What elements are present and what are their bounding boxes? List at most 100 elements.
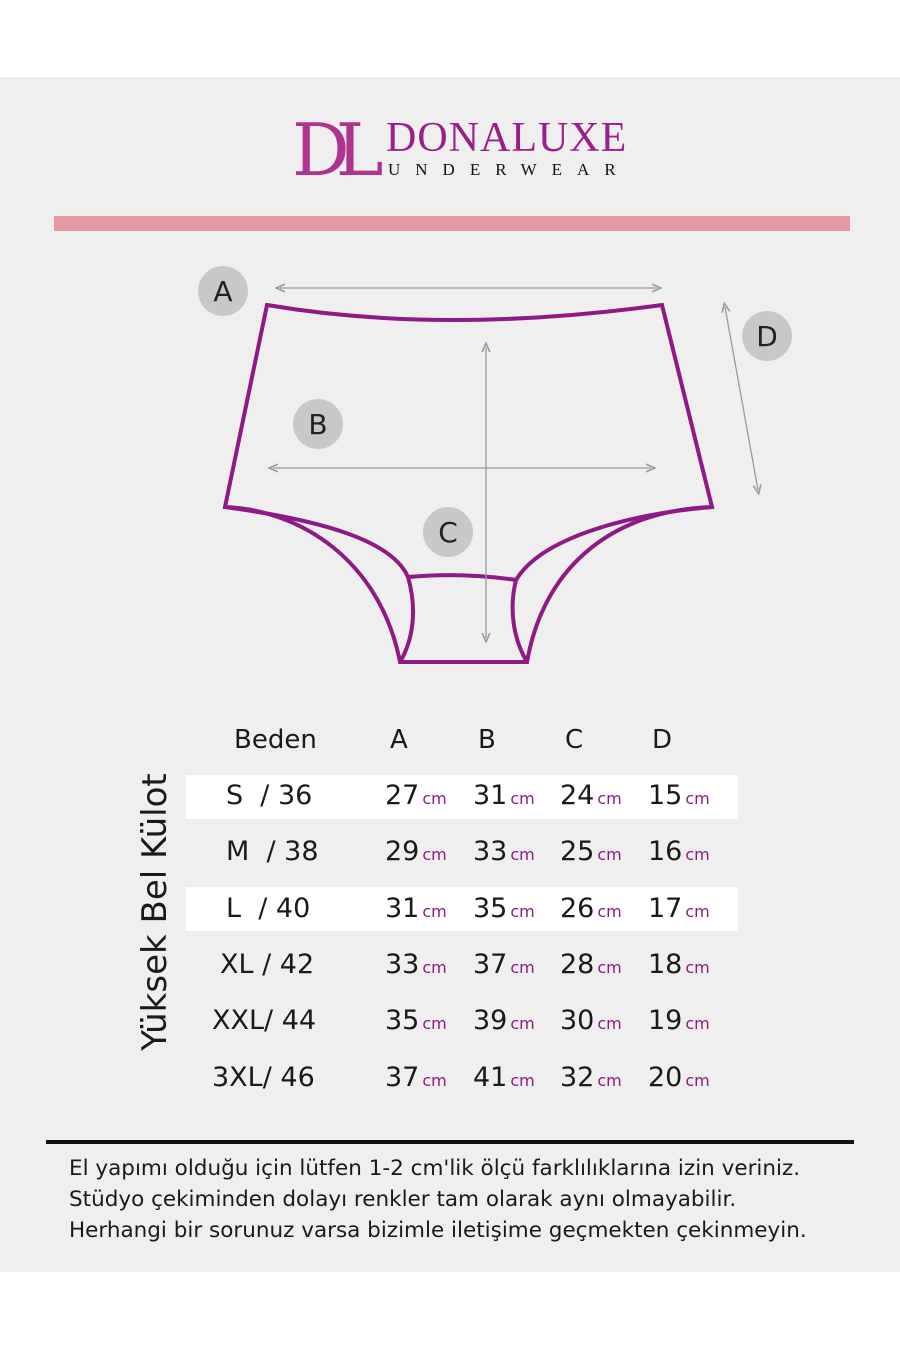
label-a-circle	[198, 266, 248, 316]
label-b-circle	[293, 399, 343, 449]
label-c: C	[438, 516, 458, 549]
measurement-value: 27	[385, 780, 420, 811]
measurement-cell: 15 cm	[648, 780, 710, 811]
measurement-cell: 41 cm	[473, 1062, 535, 1093]
measurement-value: 39	[473, 1005, 508, 1037]
measurement-value: 19	[648, 1005, 683, 1037]
unit-label: cm	[597, 957, 622, 977]
row-highlight	[186, 887, 738, 931]
header-d: D	[652, 725, 673, 755]
measurement-cell: 33 cm	[385, 949, 447, 980]
measurement-cell: 35 cm	[385, 1005, 447, 1036]
unit-label: cm	[422, 957, 447, 977]
measurement-cell: 31 cm	[385, 893, 447, 924]
measurement-value: 35	[473, 892, 508, 924]
size-cell: M / 38	[226, 836, 319, 868]
note-line: Stüdyo çekiminden dolayı renkler tam ola…	[69, 1187, 737, 1212]
measurement-cell: 29 cm	[385, 836, 447, 867]
unit-label: cm	[685, 957, 710, 977]
measurement-cell: 37 cm	[473, 949, 535, 980]
size-cell: XXL/ 44	[212, 1005, 317, 1037]
label-d: D	[756, 320, 778, 353]
measurement-cell: 35 cm	[473, 893, 535, 924]
measurement-cell: 33 cm	[473, 836, 535, 867]
size-cell: 3XL/ 46	[212, 1061, 315, 1093]
measurement-value: 20	[648, 1061, 683, 1093]
measurement-cell: 32 cm	[560, 1062, 622, 1093]
measurement-value: 35	[385, 1005, 420, 1037]
measurement-value: 29	[385, 836, 420, 868]
label-a: A	[213, 275, 232, 308]
header-size: Beden	[234, 725, 317, 755]
measurement-value: 31	[385, 892, 420, 924]
measurement-value: 26	[560, 892, 595, 924]
garment-outline	[222, 302, 715, 664]
unit-label: cm	[510, 901, 535, 921]
measurement-cell: 30 cm	[560, 1005, 622, 1036]
unit-label: cm	[597, 901, 622, 921]
unit-label: cm	[422, 1014, 447, 1034]
row-highlight	[186, 775, 738, 819]
size-cell: S / 36	[226, 780, 313, 811]
measurement-cell: 26 cm	[560, 893, 622, 924]
unit-label: cm	[422, 1070, 447, 1090]
unit-label: cm	[510, 1070, 535, 1090]
label-c-circle	[423, 507, 473, 557]
note-line: El yapımı olduğu için lütfen 1-2 cm'lik …	[69, 1156, 801, 1181]
footer-rule	[46, 1140, 854, 1144]
measurement-cell: 20 cm	[648, 1062, 710, 1093]
measurement-value: 37	[473, 948, 508, 980]
unit-label: cm	[510, 789, 535, 808]
measurement-cell: 24 cm	[560, 780, 622, 811]
divider-bar	[54, 216, 850, 231]
measurement-cell: 18 cm	[648, 949, 710, 980]
unit-label: cm	[597, 789, 622, 808]
garment-diagram: A B C D	[198, 266, 792, 664]
unit-label: cm	[422, 901, 447, 921]
measurement-cell: 27 cm	[385, 780, 447, 811]
unit-label: cm	[685, 789, 710, 808]
measurement-value: 15	[648, 780, 683, 811]
label-d-circle	[742, 311, 792, 361]
measurement-value: 17	[648, 892, 683, 924]
measurement-value: 25	[560, 836, 595, 868]
size-cell: XL / 42	[220, 948, 315, 980]
arrow-d	[725, 307, 758, 490]
brand-tagline: UNDERWEAR	[388, 160, 631, 179]
measurement-cell: 39 cm	[473, 1005, 535, 1036]
note-line: Herhangi bir sorunuz varsa bizimle ileti…	[69, 1218, 807, 1243]
label-circles	[198, 266, 792, 557]
unit-label: cm	[510, 1014, 535, 1034]
measurement-cell: 19 cm	[648, 1005, 710, 1036]
measurement-cell: 37 cm	[385, 1062, 447, 1093]
unit-label: cm	[422, 789, 447, 808]
measurement-value: 30	[560, 1005, 595, 1037]
header-c: C	[565, 725, 584, 755]
unit-label: cm	[422, 845, 447, 865]
unit-label: cm	[510, 845, 535, 865]
unit-label: cm	[510, 957, 535, 977]
measurement-value: 33	[473, 836, 508, 868]
measurement-cell: 31 cm	[473, 780, 535, 811]
measurement-value: 24	[560, 780, 595, 811]
unit-label: cm	[685, 845, 710, 865]
unit-label: cm	[597, 845, 622, 865]
unit-label: cm	[597, 1014, 622, 1034]
measurement-cell: 17 cm	[648, 893, 710, 924]
table-title: Yüksek Bel Külot	[135, 773, 175, 1051]
brand-monogram: DL	[292, 108, 383, 192]
measurement-value: 37	[385, 1061, 420, 1093]
measurement-value: 16	[648, 836, 683, 868]
measurement-value: 32	[560, 1061, 595, 1093]
measure-arrows	[273, 288, 758, 638]
measurement-cell: 25 cm	[560, 836, 622, 867]
unit-label: cm	[597, 1070, 622, 1090]
unit-label: cm	[685, 901, 710, 921]
measurement-value: 28	[560, 948, 595, 980]
unit-label: cm	[685, 1070, 710, 1090]
measurement-value: 33	[385, 948, 420, 980]
unit-label: cm	[685, 1014, 710, 1034]
measurement-value: 41	[473, 1061, 508, 1093]
header-a: A	[390, 725, 408, 755]
header-b: B	[478, 725, 496, 755]
